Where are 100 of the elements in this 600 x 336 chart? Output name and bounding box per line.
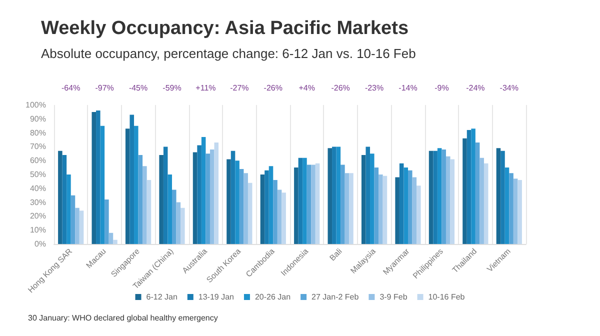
bar — [374, 168, 379, 244]
y-tick-label: 50% — [30, 170, 46, 179]
bar — [75, 208, 80, 244]
text: -26% — [331, 84, 350, 92]
bar — [442, 149, 446, 244]
bar — [504, 168, 510, 244]
bar — [484, 163, 488, 244]
bar — [214, 142, 219, 244]
x-tick-label: Bali — [328, 246, 344, 263]
bar — [130, 114, 134, 244]
y-tick-label: 100% — [26, 100, 46, 110]
bar — [500, 150, 505, 244]
y-tick-label: 20% — [30, 212, 46, 221]
bar — [328, 148, 332, 244]
bar — [462, 138, 467, 244]
bar — [142, 166, 147, 244]
bar — [163, 146, 168, 244]
bar — [471, 128, 476, 244]
bar — [201, 136, 206, 244]
bar — [273, 180, 278, 244]
bar — [370, 154, 374, 244]
bar — [172, 190, 176, 244]
bar — [113, 240, 118, 244]
bar — [294, 168, 298, 244]
bar — [437, 148, 442, 244]
bar — [404, 168, 408, 244]
legend-label: 13-19 Jan — [198, 292, 234, 302]
bar — [518, 180, 522, 244]
bar — [100, 126, 105, 244]
text: -27% — [230, 84, 249, 92]
bar — [58, 150, 62, 244]
bar — [412, 177, 417, 244]
bar — [311, 164, 316, 244]
y-tick-label: 40% — [30, 184, 46, 193]
legend-label: 20-26 Jan — [254, 292, 291, 302]
bar — [108, 232, 114, 244]
bar — [408, 170, 412, 244]
text: -26% — [264, 84, 282, 92]
y-tick-label: 70% — [30, 142, 46, 152]
bar — [496, 148, 501, 244]
bar — [298, 158, 303, 244]
text: -45% — [128, 84, 148, 92]
bar — [264, 170, 269, 244]
text: +11% — [196, 84, 216, 92]
y-tick-label: 30% — [30, 198, 46, 207]
bar — [336, 146, 341, 244]
bar — [480, 158, 484, 244]
bar — [428, 150, 434, 244]
bar — [466, 130, 472, 244]
bar — [433, 150, 438, 244]
bar — [260, 174, 265, 244]
bar — [210, 149, 214, 244]
bar — [62, 155, 67, 244]
bar — [344, 173, 350, 244]
y-tick-label: 60% — [30, 156, 46, 166]
text: -34% — [500, 84, 518, 92]
bar — [340, 164, 345, 244]
text: 30 January: WHO declared global healthy emergency — [28, 314, 218, 322]
bar — [180, 208, 185, 244]
text: -14% — [398, 84, 418, 92]
bar — [302, 158, 307, 244]
y-tick-label: 80% — [30, 128, 46, 138]
bar — [509, 173, 514, 244]
bar — [226, 159, 231, 244]
bar — [315, 163, 320, 244]
bar — [268, 166, 274, 244]
bar — [66, 174, 71, 244]
bar — [277, 190, 282, 244]
bar — [206, 154, 210, 244]
y-tick-label: 10% — [30, 226, 46, 235]
bar — [176, 202, 181, 244]
bar — [378, 174, 383, 244]
bar — [104, 200, 109, 244]
bar — [382, 176, 388, 244]
bar — [125, 128, 130, 244]
text: -9% — [434, 84, 449, 92]
bar — [239, 168, 244, 244]
bar — [70, 195, 76, 244]
bar — [92, 112, 96, 244]
bar — [513, 178, 518, 244]
bar — [399, 163, 404, 244]
legend-label: 6-12 Jan — [146, 292, 178, 302]
bar — [366, 146, 370, 244]
chart-subtitle: Absolute occupancy, percentage change: 6-12 Jan vs. 10-16 Feb — [41, 46, 416, 61]
bar — [395, 177, 400, 244]
text: -64% — [62, 84, 80, 92]
bar — [134, 126, 138, 244]
y-tick-label: 0% — [34, 240, 46, 248]
bar — [168, 174, 172, 244]
bar — [235, 160, 240, 244]
bar — [146, 180, 152, 244]
bar — [282, 192, 286, 244]
bar — [159, 155, 164, 244]
legend-label: 3-9 Feb — [380, 292, 408, 302]
bar — [192, 152, 198, 244]
legend-label: 10-16 Feb — [428, 292, 466, 302]
bar — [244, 173, 248, 244]
text: -23% — [364, 84, 384, 92]
text: +4% — [298, 84, 315, 92]
bar — [361, 155, 366, 244]
